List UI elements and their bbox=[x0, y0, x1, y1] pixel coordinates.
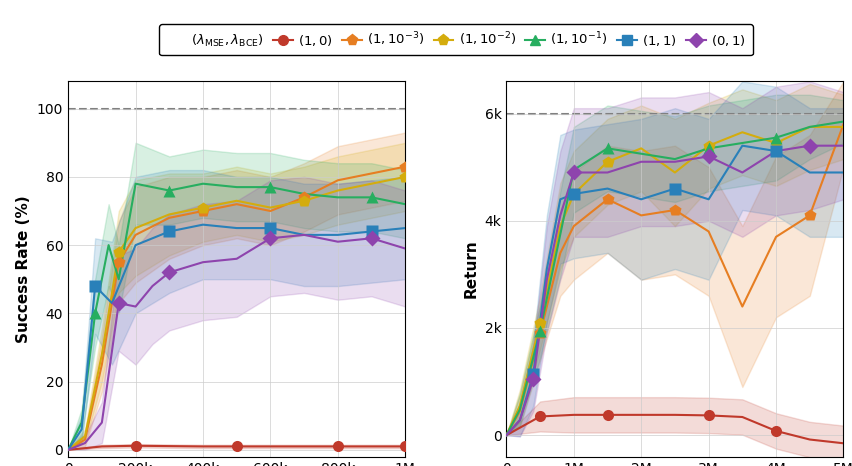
Legend: $(\lambda_{\mathrm{MSE}},\lambda_{\mathrm{BCE}})$, $(1,0)$, $(1,10^{-3})$, $(1,1: $(\lambda_{\mathrm{MSE}},\lambda_{\mathr… bbox=[159, 24, 752, 55]
Y-axis label: Return: Return bbox=[464, 240, 479, 298]
Y-axis label: Success Rate (%): Success Rate (%) bbox=[16, 195, 32, 343]
